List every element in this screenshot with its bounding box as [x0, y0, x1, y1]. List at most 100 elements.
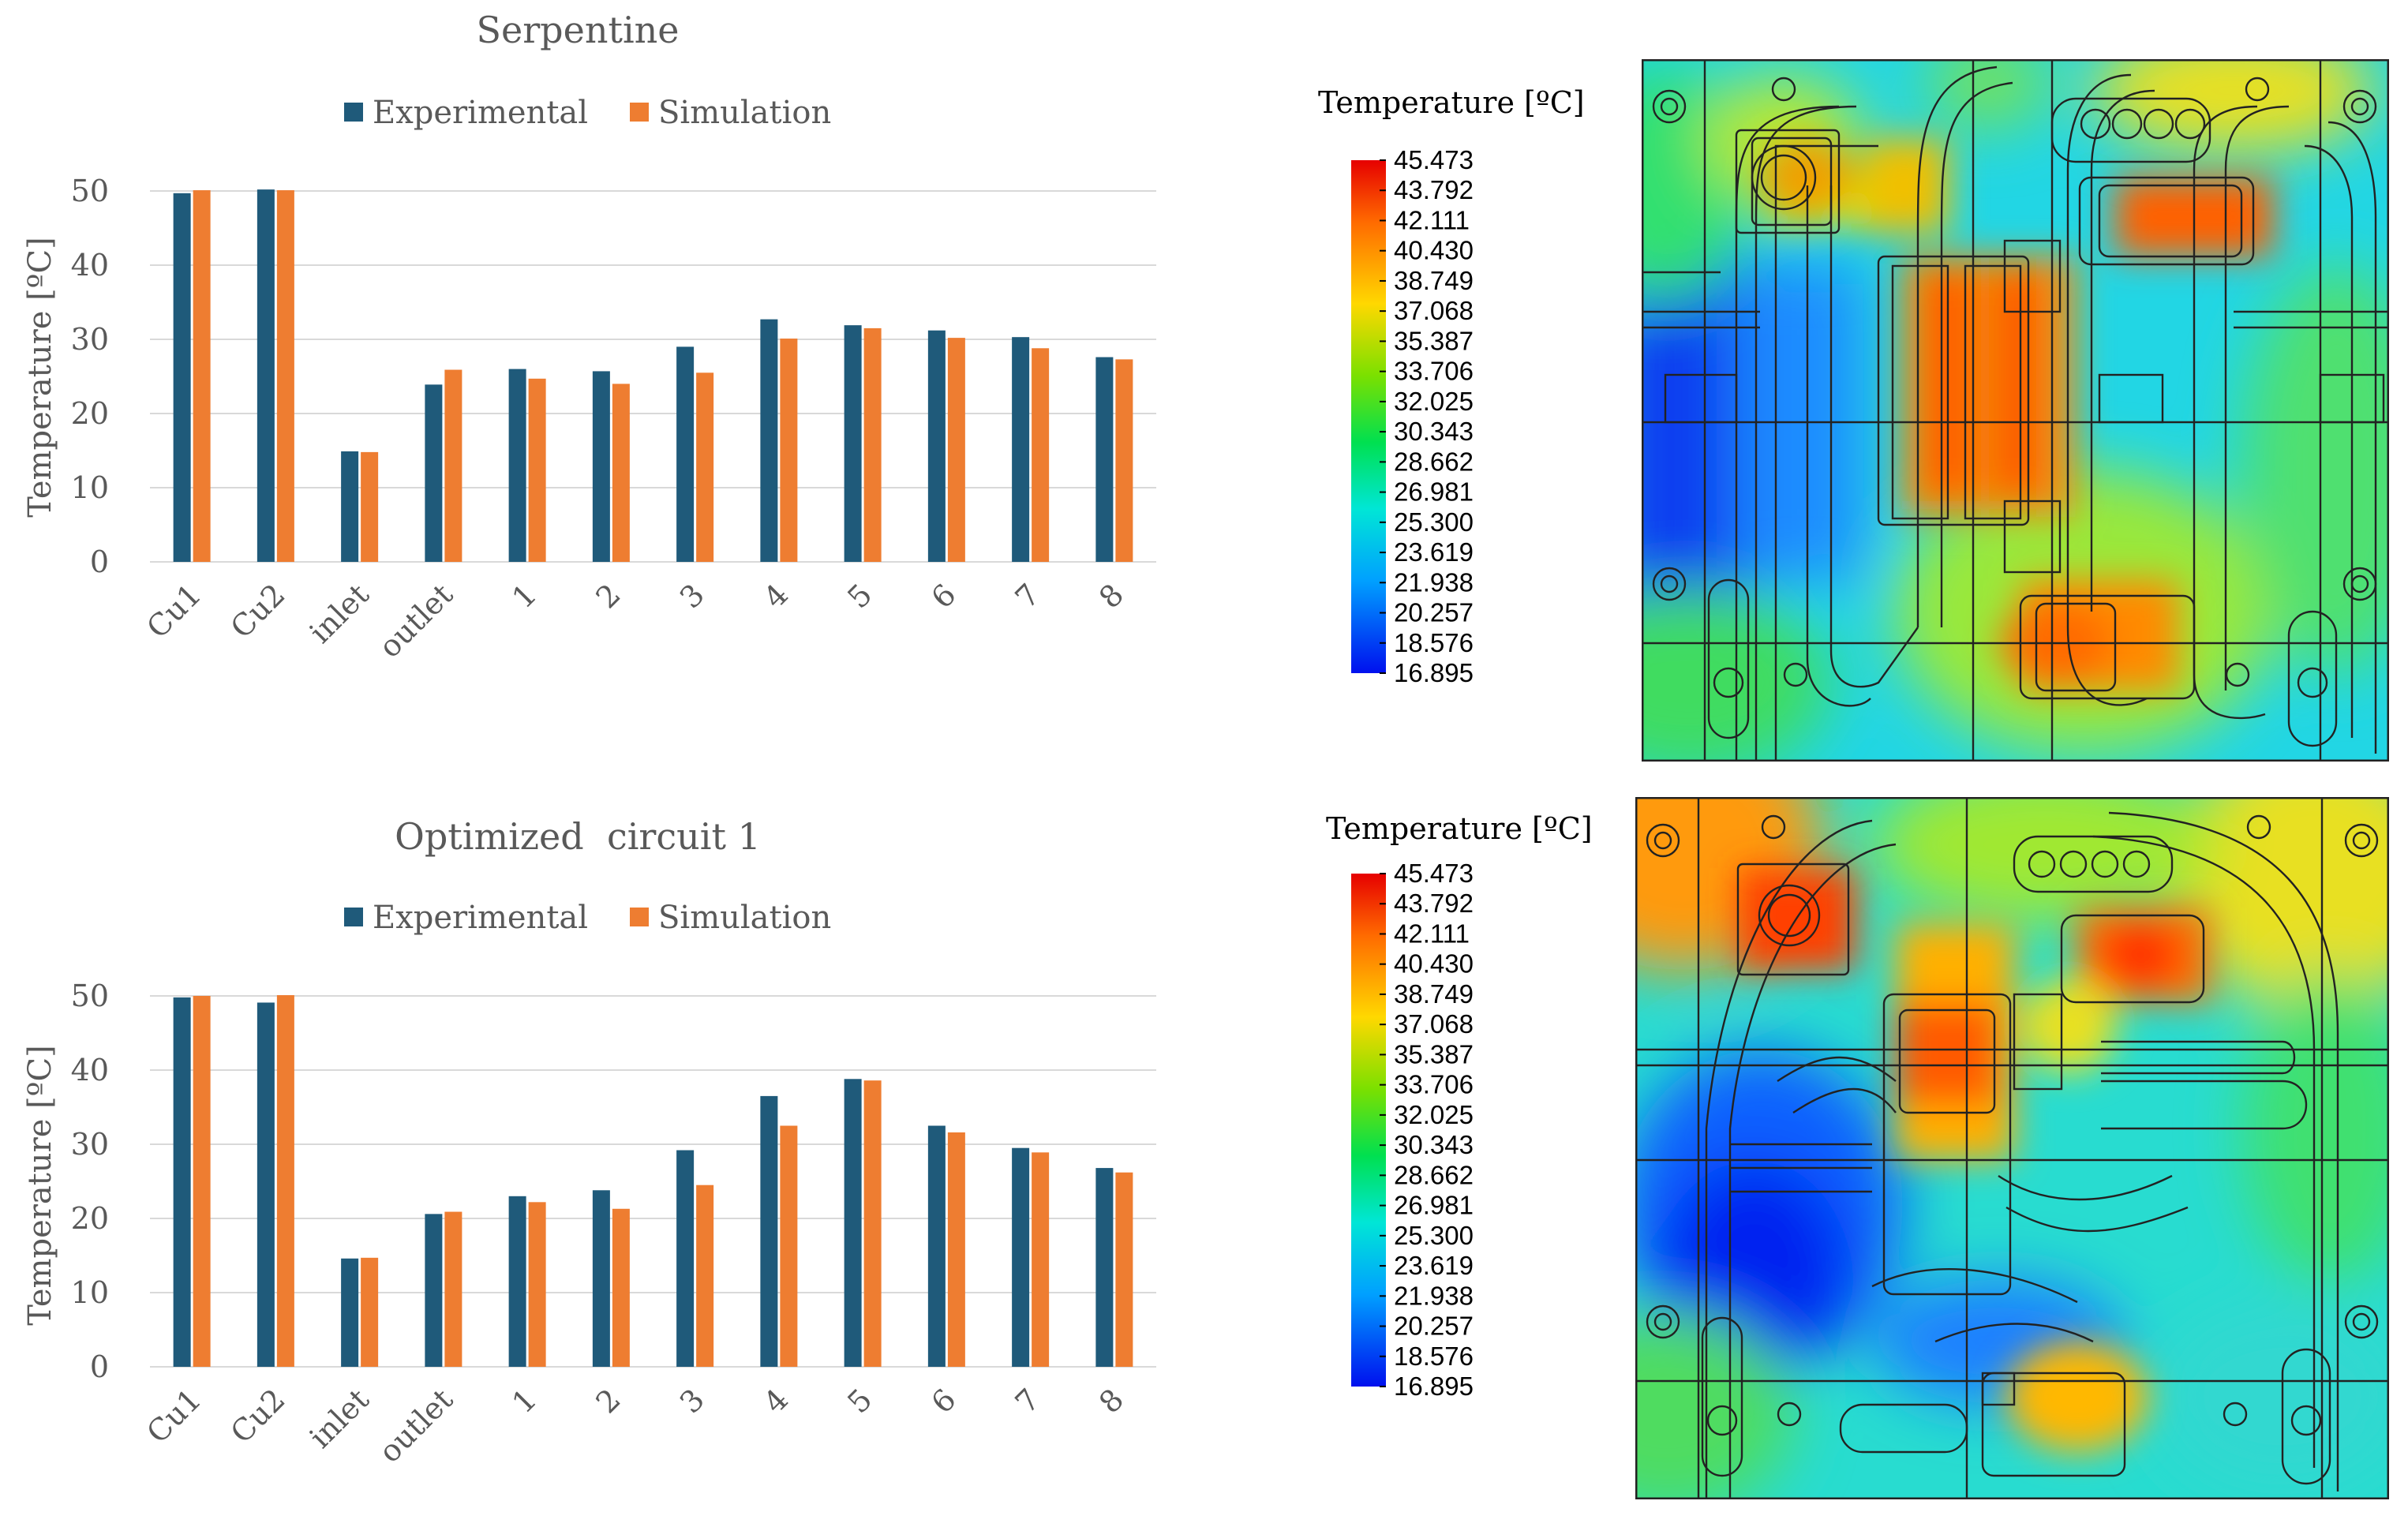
- x-tick-label: Cu1: [140, 1382, 208, 1450]
- colorbar-tick-label: 26.981: [1394, 477, 1474, 507]
- y-tick-label: 30: [71, 322, 109, 357]
- x-tick-label: 6: [925, 1382, 963, 1420]
- x-tick-label: 2: [590, 1382, 627, 1420]
- colorbar-tick-label: 28.662: [1394, 1160, 1474, 1189]
- x-tick-label: 6: [925, 577, 963, 615]
- legend: Experimental Simulation: [344, 95, 831, 131]
- y-axis-label: Temperature [ºC]: [22, 1045, 58, 1325]
- y-tick-label: 10: [71, 470, 109, 505]
- bar-simulation-inlet: [361, 451, 379, 562]
- colorbar-tick-label: 21.938: [1394, 1281, 1474, 1310]
- colorbar-tick-label: 40.430: [1394, 236, 1474, 265]
- colorbar-tick-label: 45.473: [1394, 859, 1474, 888]
- legend-label-experimental: Experimental: [373, 900, 588, 936]
- colorbar-bottom: Temperature [ºC] 45.47343.79242.11140.43…: [1326, 811, 1593, 1401]
- bar-experimental-7: [1012, 1147, 1030, 1367]
- y-tick-label: 30: [71, 1127, 109, 1162]
- bar-simulation-outlet: [444, 1211, 463, 1367]
- colorbar-gradient: [1351, 160, 1386, 673]
- bar-experimental-cu1: [173, 193, 191, 562]
- colorbar-tick-label: 25.300: [1394, 1221, 1474, 1250]
- x-tick-label: 7: [1009, 577, 1047, 615]
- x-tick-label: 5: [841, 577, 878, 615]
- y-tick-label: 40: [71, 248, 109, 283]
- bar-experimental-7: [1012, 337, 1030, 562]
- colorbar-tick-label: 30.343: [1394, 417, 1474, 446]
- y-tick-label: 40: [71, 1053, 109, 1087]
- colorbar-tick-label: 21.938: [1394, 567, 1474, 597]
- bar-simulation-7: [1032, 348, 1050, 562]
- chart-title: Optimized circuit 1: [395, 815, 761, 858]
- colorbar-tick-label: 43.792: [1394, 889, 1474, 918]
- bar-experimental-inlet: [341, 451, 359, 562]
- colorbar-tick-label: 35.387: [1394, 326, 1474, 355]
- colorbar-tick-label: 33.706: [1394, 357, 1474, 386]
- y-tick-label: 0: [90, 545, 109, 579]
- bar-experimental-cu2: [257, 189, 275, 562]
- bar-simulation-cu1: [193, 996, 211, 1367]
- thermal-map-serpentine: [1642, 59, 2389, 762]
- legend: Experimental Simulation: [344, 900, 831, 936]
- legend-swatch-experimental: [344, 908, 363, 926]
- colorbar-tick-label: 25.300: [1394, 507, 1474, 537]
- bar-experimental-4: [760, 319, 778, 562]
- bar-experimental-inlet: [341, 1258, 359, 1367]
- bar-simulation-inlet: [361, 1257, 379, 1367]
- bar-experimental-3: [676, 346, 695, 562]
- colorbar-tick-label: 42.111: [1394, 919, 1470, 948]
- x-tick-label: outlet: [373, 1382, 460, 1469]
- y-tick-label: 20: [71, 396, 109, 431]
- legend-label-simulation: Simulation: [658, 95, 831, 131]
- x-tick-label: 3: [673, 1382, 711, 1420]
- bar-experimental-cu2: [257, 1002, 275, 1367]
- bar-simulation-2: [612, 384, 630, 562]
- colorbar-tick-label: 32.025: [1394, 1100, 1474, 1129]
- x-tick-label: 8: [1092, 1382, 1130, 1420]
- colorbar-tick-label: 32.025: [1394, 387, 1474, 416]
- colorbar-tick-label: 33.706: [1394, 1070, 1474, 1099]
- colorbar-tick-label: 18.576: [1394, 1342, 1474, 1371]
- x-tick-label: inlet: [303, 1382, 376, 1454]
- bar-experimental-outlet: [425, 384, 443, 562]
- colorbar-tick-label: 20.257: [1394, 1312, 1474, 1341]
- colorbar-tick-label: 38.749: [1394, 266, 1474, 295]
- bar-simulation-cu2: [276, 995, 294, 1367]
- thermal-map-optimized-circuit-1: [1635, 797, 2389, 1499]
- bar-chart-serpentine: Serpentine Experimental Simulation Tempe…: [22, 9, 1156, 664]
- x-tick-label: inlet: [303, 577, 376, 649]
- x-tick-label: 2: [590, 577, 627, 615]
- bar-simulation-2: [612, 1208, 630, 1367]
- y-tick-label: 20: [71, 1201, 109, 1236]
- colorbar-tick-label: 28.662: [1394, 447, 1474, 476]
- bar-experimental-8: [1095, 1168, 1114, 1367]
- x-tick-label: 5: [841, 1382, 878, 1420]
- y-axis-label: Temperature [ºC]: [22, 237, 58, 517]
- bar-experimental-outlet: [425, 1214, 443, 1367]
- colorbar-tick-label: 16.895: [1394, 658, 1474, 687]
- legend-label-experimental: Experimental: [373, 95, 588, 131]
- bar-experimental-1: [508, 369, 526, 562]
- bar-simulation-1: [528, 1202, 546, 1367]
- legend-label-simulation: Simulation: [658, 900, 831, 936]
- y-tick-label: 0: [90, 1349, 109, 1384]
- x-tick-label: Cu1: [140, 577, 208, 645]
- bar-simulation-4: [780, 339, 798, 562]
- colorbar-tick-label: 20.257: [1394, 598, 1474, 627]
- bar-simulation-6: [947, 338, 965, 562]
- bar-experimental-1: [508, 1196, 526, 1367]
- colorbar-tick-label: 37.068: [1394, 296, 1474, 325]
- colorbar-tick-label: 35.387: [1394, 1039, 1474, 1069]
- colorbar-tick-label: 43.792: [1394, 175, 1474, 204]
- colorbar-tick-label: 38.749: [1394, 979, 1474, 1009]
- chart-title: Serpentine: [476, 9, 679, 51]
- x-tick-label: 1: [505, 577, 543, 615]
- bar-simulation-6: [947, 1132, 965, 1367]
- x-tick-label: 4: [757, 577, 795, 615]
- colorbar-title: Temperature [ºC]: [1326, 811, 1593, 846]
- legend-swatch-simulation: [630, 103, 649, 122]
- bar-simulation-4: [780, 1125, 798, 1367]
- legend-swatch-experimental: [344, 103, 363, 122]
- bar-chart-optimized-circuit-1: Optimized circuit 1 Experimental Simulat…: [22, 815, 1156, 1469]
- x-tick-label: 8: [1092, 577, 1130, 615]
- bar-experimental-4: [760, 1095, 778, 1367]
